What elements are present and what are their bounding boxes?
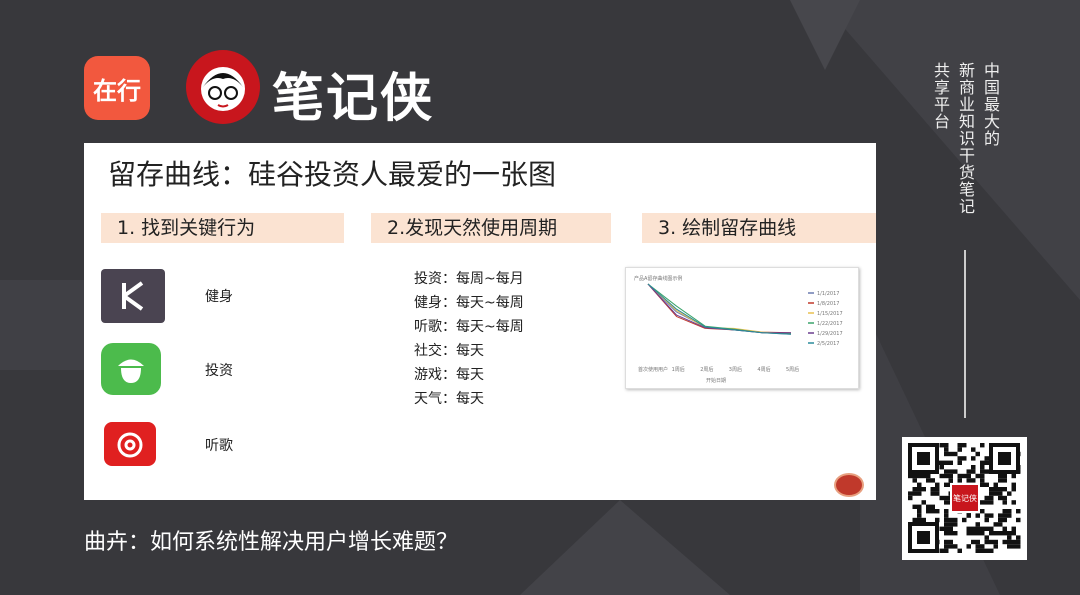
slide: 留存曲线：硅谷投资人最爱的一张图 1. 找到关键行为 2.发现天然使用周期 3.…	[84, 143, 876, 500]
usage-item: 游戏：每天	[414, 367, 484, 383]
sidebar-line: 新商业知识干货笔记	[956, 62, 975, 215]
qr-code[interactable]: 笔记侠	[902, 437, 1027, 560]
qr-center-logo: 笔记侠	[950, 483, 980, 513]
bijixia-logo	[186, 50, 260, 124]
caption: 曲卉：如何系统性解决用户增长难题？	[84, 530, 459, 555]
chart-title: 产品A留存曲线图示例	[634, 275, 682, 282]
keep-icon	[101, 269, 165, 323]
series-line	[647, 283, 792, 335]
zaihang-logo: 在行	[84, 56, 150, 120]
app-label: 健身	[205, 289, 233, 305]
usage-list: 投资：每周~每月 健身：每天~每周 听歌：每天~每周 社交：每天 游戏：每天 天…	[414, 267, 524, 411]
usage-item: 社交：每天	[414, 343, 484, 359]
step-2: 2.发现天然使用周期	[371, 213, 611, 243]
x-tick-label: 5周后	[786, 366, 799, 373]
acorn-icon	[101, 343, 161, 395]
x-tick-label: 1周后	[672, 366, 685, 373]
seal-icon	[834, 473, 864, 497]
brand-name: 笔记侠	[272, 69, 435, 129]
step-3: 3. 绘制留存曲线	[642, 213, 876, 243]
app-label: 听歌	[205, 438, 233, 454]
slide-title: 留存曲线：硅谷投资人最爱的一张图	[108, 158, 557, 191]
sidebar-line: 共享平台	[931, 62, 950, 130]
x-tick-label: 3周后	[729, 366, 742, 373]
legend-label: 1/1/2017	[817, 291, 839, 297]
legend-label: 1/29/2017	[817, 331, 843, 337]
app-label: 投资	[205, 363, 233, 379]
legend-label: 2/5/2017	[817, 341, 839, 347]
retention-chart: 产品A留存曲线图示例首次使用用户 1周后 2周后 3周后 4周后 5周后开始日期 1/1/2…	[625, 267, 859, 389]
legend-label: 1/8/2017	[817, 301, 839, 307]
legend-label: 1/15/2017	[817, 311, 843, 317]
x-tick-label: 2周后	[700, 366, 713, 373]
x-axis-label: 开始日期	[706, 377, 726, 384]
x-tick-label: 首次使用用户	[638, 366, 668, 373]
sidebar-line: 中国最大的	[981, 62, 1000, 147]
usage-item: 听歌：每天~每周	[414, 319, 524, 335]
series-line	[647, 283, 792, 334]
usage-item: 健身：每天~每周	[414, 295, 524, 311]
legend-label: 1/22/2017	[817, 321, 843, 327]
x-tick-label: 4周后	[757, 366, 770, 373]
step-1: 1. 找到关键行为	[101, 213, 344, 243]
netease-music-icon	[104, 422, 156, 466]
usage-item: 投资：每周~每月	[414, 271, 524, 287]
divider	[964, 250, 966, 418]
usage-item: 天气：每天	[414, 391, 484, 407]
